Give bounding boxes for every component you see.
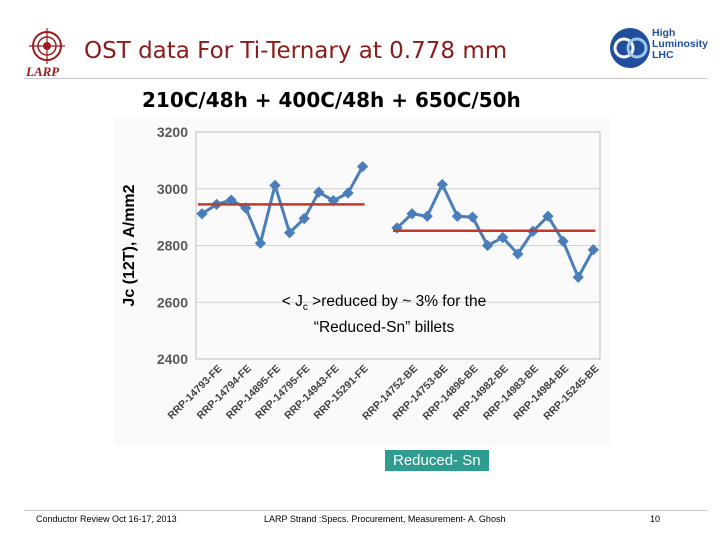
data-point [587, 244, 599, 256]
jc-line-chart: 2400 2600 2800 3000 3200 Jc (12T), A/mm2 RRP-1… [121, 124, 601, 423]
data-point [421, 210, 433, 222]
y-tick-label: 3000 [157, 181, 188, 197]
data-point [225, 194, 237, 206]
y-tick-label: 2400 [157, 351, 188, 367]
annotation-suffix: >reduced by ~ 3% for the [307, 293, 487, 310]
plot-border [195, 131, 601, 360]
data-point [572, 271, 584, 283]
series-line [395, 180, 595, 281]
reduced-sn-label: Reduced- Sn [385, 450, 489, 471]
slide-subtitle: 210C/48h + 400C/48h + 650C/50h [142, 88, 521, 112]
footer-left: Conductor Review Oct 16-17, 2013 [36, 514, 177, 524]
annotation-line-1: < Jc >reduced by ~ 3% for the [246, 292, 522, 318]
data-point [512, 248, 524, 260]
annotation-prefix: < J [281, 293, 303, 310]
chart-annotation: < Jc >reduced by ~ 3% for the “Reduced-S… [246, 292, 522, 338]
y-axis-label: Jc (12T), A/mm2 [121, 184, 138, 306]
title-divider [24, 78, 708, 79]
annotation-line-2: “Reduced-Sn” billets [313, 319, 455, 337]
footer-divider [24, 510, 708, 511]
data-point [436, 178, 448, 191]
data-point [481, 239, 494, 252]
data-point [451, 210, 464, 222]
footer-center: LARP Strand :Specs. Procurement, Measure… [264, 514, 506, 524]
data-point [342, 187, 354, 199]
page-number: 10 [650, 514, 661, 524]
data-point [542, 210, 554, 222]
data-point [254, 237, 267, 249]
data-point [313, 186, 325, 198]
y-tick-label: 3200 [157, 124, 188, 140]
data-point [466, 211, 479, 223]
x-tick-label: RRP-15245-BE [541, 363, 601, 423]
y-tick-label: 2800 [157, 238, 188, 254]
larp-emblem-icon [29, 28, 65, 64]
annotation-subscript: c [302, 302, 308, 314]
lhc-logo-text: High Luminosity LHC [652, 27, 709, 61]
data-point [298, 212, 310, 225]
data-point [269, 179, 281, 192]
data-point [497, 231, 509, 244]
slide-title: OST data For Ti-Ternary at 0.778 mm [84, 38, 508, 64]
lhc-emblem-icon [610, 28, 650, 68]
data-point [557, 235, 569, 247]
chart-container: 2400 2600 2800 3000 3200 Jc (12T), A/mm2 RRP-1… [114, 116, 610, 446]
y-tick-label: 2600 [157, 294, 188, 310]
larp-logo-text: LARP [26, 64, 60, 79]
data-point [356, 160, 369, 173]
